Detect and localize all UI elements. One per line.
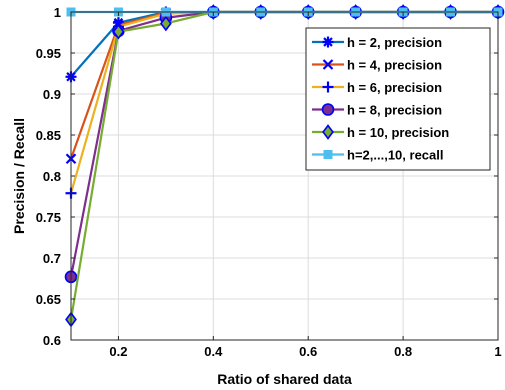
- legend-entry: h = 4, precision: [312, 58, 442, 73]
- legend-entry: h = 2, precision: [312, 35, 442, 50]
- x-tick-label: 0.4: [204, 344, 223, 359]
- x-tick-label: 0.8: [394, 344, 412, 359]
- y-axis-label: Precision / Recall: [11, 118, 27, 234]
- legend-label: h = 2, precision: [347, 35, 442, 50]
- legend-marker: [322, 124, 334, 140]
- legend-marker: [321, 103, 335, 116]
- legend: h = 2, precision h = 4, precision h = 6, p…: [305, 27, 491, 171]
- legend-label: h = 6, precision: [347, 80, 442, 95]
- legend-marker: [322, 36, 334, 48]
- legend-box: [305, 27, 491, 171]
- data-point: [112, 23, 125, 40]
- y-tick-label: 0.7: [43, 251, 61, 266]
- legend-label: h=2,...,10, recall: [347, 148, 443, 163]
- legend-entry: h = 6, precision: [312, 80, 442, 95]
- legend-marker: [322, 59, 334, 70]
- legend-entry: h=2,...,10, recall: [312, 148, 443, 163]
- x-axis-label: Ratio of shared data: [217, 371, 352, 387]
- legend-label: h = 8, precision: [347, 103, 442, 118]
- legend-entry: h = 10, precision: [312, 124, 449, 140]
- legend-label: h = 4, precision: [347, 58, 442, 73]
- y-tick-label: 0.75: [36, 210, 61, 225]
- legend-entry: h = 8, precision: [312, 103, 442, 118]
- legend-marker: [322, 81, 334, 93]
- x-tick-label: 1: [494, 344, 501, 359]
- x-tick-label: 0.6: [299, 344, 317, 359]
- legend-label: h = 10, precision: [347, 125, 449, 140]
- x-tick-label: 0.2: [109, 344, 127, 359]
- y-tick-label: 1: [54, 5, 61, 20]
- axis-ticks: 0.2 0.4 0.6 0.8 1 0.6 0.65 0.7 0.75 0.8 0.85 0.9 0.9…: [36, 5, 502, 359]
- y-tick-label: 0.85: [36, 128, 61, 143]
- y-tick-label: 0.9: [43, 87, 61, 102]
- y-tick-label: 0.95: [36, 46, 61, 61]
- y-tick-label: 0.65: [36, 292, 61, 307]
- y-tick-label: 0.8: [43, 169, 61, 184]
- legend-marker: [323, 150, 333, 159]
- y-tick-label: 0.6: [43, 333, 61, 348]
- data-point: [160, 15, 172, 32]
